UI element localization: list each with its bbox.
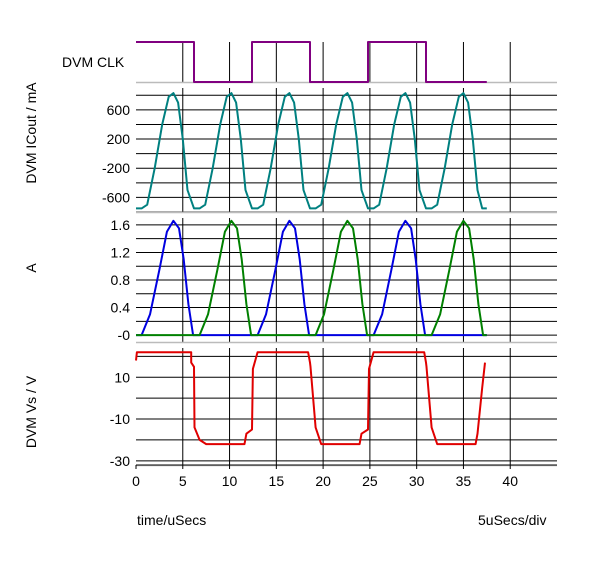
series-trace bbox=[136, 219, 487, 337]
panel-icout: 600 200 -200 -600 DVM ICout / mA bbox=[23, 82, 557, 214]
x-scale-label: 5uSecs/div bbox=[478, 512, 547, 528]
panel-vs: 10 -10 -30 DVM Vs / V 0 5 10 15 20 25 30 35 40 bbox=[23, 348, 557, 489]
y-tick-label: -200 bbox=[102, 160, 130, 176]
y-tick-label: -30 bbox=[110, 453, 130, 469]
y-tick-label: 600 bbox=[107, 102, 131, 118]
y-axis-label: DVM CLK bbox=[62, 54, 125, 70]
y-tick-label: 1.2 bbox=[111, 244, 131, 260]
x-tick-label: 30 bbox=[409, 473, 425, 489]
panel-clock: DVM CLK bbox=[62, 41, 557, 84]
series-trace bbox=[135, 351, 486, 446]
y-tick-label: 200 bbox=[107, 131, 131, 147]
y-tick-label: 0.8 bbox=[111, 272, 131, 288]
y-axis-label: DVM Vs / V bbox=[23, 375, 39, 448]
series-trace bbox=[136, 41, 487, 83]
y-tick-label: 0.4 bbox=[111, 300, 131, 316]
x-tick-label: 15 bbox=[269, 473, 285, 489]
x-tick-label: 0 bbox=[132, 473, 140, 489]
x-tick-label: 25 bbox=[362, 473, 378, 489]
x-tick-label: 10 bbox=[222, 473, 238, 489]
x-tick-label: 5 bbox=[179, 473, 187, 489]
y-tick-label: 1.6 bbox=[111, 217, 131, 233]
y-tick-label: -10 bbox=[110, 411, 130, 427]
series-trace bbox=[136, 92, 487, 210]
panel-current: 1.6 1.2 0.8 0.4 -0 A bbox=[23, 217, 557, 344]
y-axis-label: A bbox=[23, 263, 39, 273]
x-axis-title: time/uSecs bbox=[137, 512, 207, 528]
y-tick-label: -0 bbox=[118, 327, 131, 343]
y-axis-label: DVM ICout / mA bbox=[23, 82, 39, 184]
x-tick-label: 40 bbox=[502, 473, 518, 489]
y-tick-label: -600 bbox=[102, 189, 130, 205]
x-tick-label: 35 bbox=[456, 473, 472, 489]
x-tick-label: 20 bbox=[315, 473, 331, 489]
y-tick-label: 10 bbox=[114, 369, 130, 385]
series-trace bbox=[136, 219, 487, 337]
